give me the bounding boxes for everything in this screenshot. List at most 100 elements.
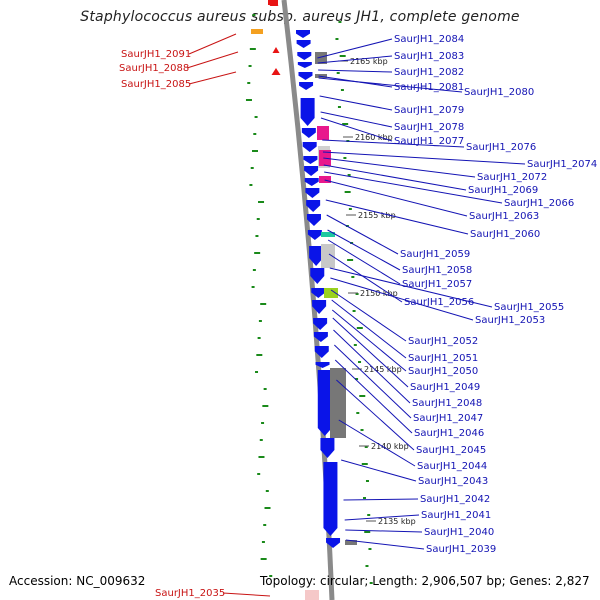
gc-mark (252, 150, 258, 152)
gc-mark (255, 371, 259, 373)
connector-line (188, 71, 237, 85)
gc-mark (356, 327, 363, 329)
gc-mark (343, 157, 347, 159)
connector-line (324, 179, 468, 217)
reverse-gene-label: SaurJH1_2077 (394, 136, 464, 147)
reverse-gene-label: SaurJH1_2048 (412, 398, 482, 409)
connector-line (331, 309, 407, 372)
gc-mark (342, 123, 349, 125)
connector-line (330, 289, 407, 342)
gc-mark (365, 480, 369, 482)
feature-block (251, 29, 263, 34)
feature-block (321, 232, 335, 237)
gc-mark (358, 361, 362, 363)
gc-mark (256, 354, 263, 356)
connector-line (344, 514, 420, 521)
connector-line (333, 329, 411, 404)
gc-mark (338, 21, 342, 23)
gc-mark (263, 388, 267, 390)
gc-mark (245, 99, 252, 101)
connector-line (322, 139, 465, 148)
accession-label: Accession: NC_009632 (9, 574, 146, 588)
gc-mark (352, 310, 356, 312)
connector-line (318, 69, 393, 73)
cds-arrow (326, 538, 341, 548)
kbp-tick-label: 2135 kbp (378, 517, 416, 526)
cds-arrow (313, 318, 328, 330)
connector-line (322, 151, 526, 165)
cds-arrow (310, 268, 325, 284)
reverse-gene-label: SaurJH1_2045 (416, 445, 486, 456)
feature-block (319, 176, 331, 183)
gc-mark (347, 259, 354, 261)
reverse-gene-label: SaurJH1_2060 (470, 229, 540, 240)
kbp-tick-label: 2155 kbp (358, 211, 396, 220)
feature-marker (268, 0, 278, 5)
cds-arrow (312, 300, 327, 314)
connector-line (325, 199, 469, 235)
forward-gene-label: SaurJH1_2035 (155, 588, 225, 599)
gc-mark (360, 429, 364, 431)
cds-arrow (323, 462, 338, 536)
reverse-gene-label: SaurJH1_2084 (394, 34, 464, 45)
feature-block (324, 288, 338, 298)
reverse-gene-label: SaurJH1_2056 (404, 297, 474, 308)
gc-mark (359, 395, 366, 397)
cds-arrow (302, 142, 317, 152)
gc-mark (252, 14, 256, 16)
cds-arrow (297, 52, 312, 60)
gc-mark (353, 344, 357, 346)
gc-mark (348, 208, 352, 210)
reverse-gene-label: SaurJH1_2083 (394, 51, 464, 62)
kbp-tick-label: 2145 kbp (364, 365, 402, 374)
cds-arrow (317, 370, 332, 436)
connector-line (327, 229, 401, 271)
connector-line (334, 359, 413, 434)
cds-arrow (298, 72, 313, 80)
gc-mark (258, 201, 265, 203)
feature-block (330, 368, 346, 438)
connector-line (222, 592, 271, 597)
map-title: Staphylococcus aureus subsp. aureus JH1,… (80, 9, 520, 25)
gc-mark (367, 514, 371, 516)
feature-block (315, 52, 327, 64)
connector-line (329, 267, 493, 308)
cds-arrow (309, 246, 324, 266)
gc-mark (255, 235, 259, 237)
connector-line (188, 33, 237, 55)
cds-arrow (303, 156, 318, 164)
cds-arrow (320, 438, 335, 458)
connector-line (317, 55, 393, 64)
gc-mark (356, 412, 360, 414)
reverse-gene-label: SaurJH1_2078 (394, 122, 464, 133)
reverse-gene-label: SaurJH1_2046 (414, 428, 484, 439)
cds-arrow (299, 82, 314, 90)
kbp-tick-label: 2140 kbp (371, 442, 409, 451)
gc-mark (369, 582, 373, 584)
reverse-gene-label: SaurJH1_2072 (477, 172, 547, 183)
reverse-gene-label: SaurJH1_2079 (394, 105, 464, 116)
gene-labels: SaurJH1_2091 SaurJH1_2088 SaurJH1_2085 Saur… (119, 34, 597, 599)
connector-line (319, 95, 393, 111)
forward-gene-label: SaurJH1_2085 (121, 79, 191, 90)
gc-mark (258, 320, 262, 322)
reverse-gene-label: SaurJH1_2080 (464, 87, 534, 98)
gc-mark (351, 276, 355, 278)
forward-gene-label: SaurJH1_2088 (119, 63, 189, 74)
connector-line (345, 529, 423, 533)
reverse-gene-label: SaurJH1_2052 (408, 336, 478, 347)
kbp-ticks: 2165 kbp 2160 kbp 2155 kbp 2150 kbp 2145 kbp… (338, 57, 416, 526)
connector-line (320, 111, 393, 128)
connector-line (318, 77, 463, 93)
reverse-gene-label: SaurJH1_2043 (418, 476, 488, 487)
gc-mark (257, 337, 261, 339)
gc-mark (254, 252, 261, 254)
gc-mark (364, 446, 368, 448)
connector-line (330, 277, 474, 321)
reverse-gene-label: SaurJH1_2049 (410, 382, 480, 393)
reverse-gene-label: SaurJH1_2055 (494, 302, 564, 313)
cds-arrow (313, 332, 328, 342)
feature-block (345, 540, 357, 545)
gc-mark (250, 167, 254, 169)
kbp-tick-label: 2160 kbp (355, 133, 393, 142)
